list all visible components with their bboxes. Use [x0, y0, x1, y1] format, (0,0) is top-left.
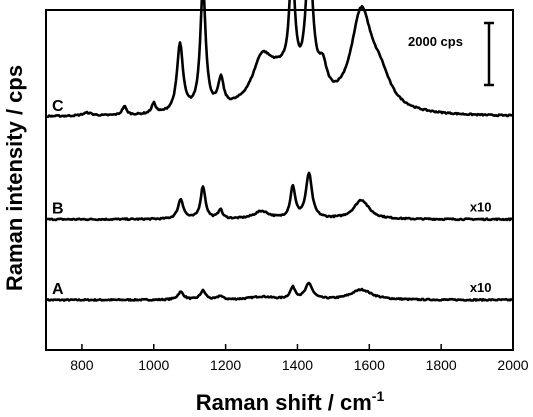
x-tick-label: 2000: [497, 357, 528, 373]
x-tick-label: 1200: [210, 357, 241, 373]
spectrum-line-B: [46, 171, 513, 222]
multiplier-label-B: x10: [470, 199, 492, 214]
multiplier-label-A: x10: [470, 280, 492, 295]
x-tick-label: 800: [70, 357, 94, 373]
scale-bar: 2000 cps: [408, 21, 494, 87]
x-axis-ticks: 800 1000 1200 1400 1600 1800 2000: [70, 344, 529, 373]
x-tick-label: 1000: [138, 357, 169, 373]
spectrum-line-C: [46, 0, 513, 119]
scale-bar-label: 2000 cps: [408, 34, 463, 49]
series-label-C: C: [52, 98, 64, 115]
x-axis-title-text: Raman shift / cm: [196, 390, 372, 415]
series-label-B: B: [52, 200, 64, 217]
x-tick-label: 1600: [354, 357, 385, 373]
x-tick-label: 1800: [426, 357, 457, 373]
x-axis-title-superscript: -1: [372, 388, 385, 404]
x-axis-title: Raman shift / cm-1: [196, 388, 385, 415]
spectrum-line-A: [45, 281, 513, 302]
y-axis-title: Raman intensity / cps: [2, 65, 27, 291]
spectrum-curves: [45, 0, 513, 302]
series-label-A: A: [52, 281, 64, 298]
plot-frame: [45, 9, 514, 351]
x-tick-label: 1400: [282, 357, 313, 373]
